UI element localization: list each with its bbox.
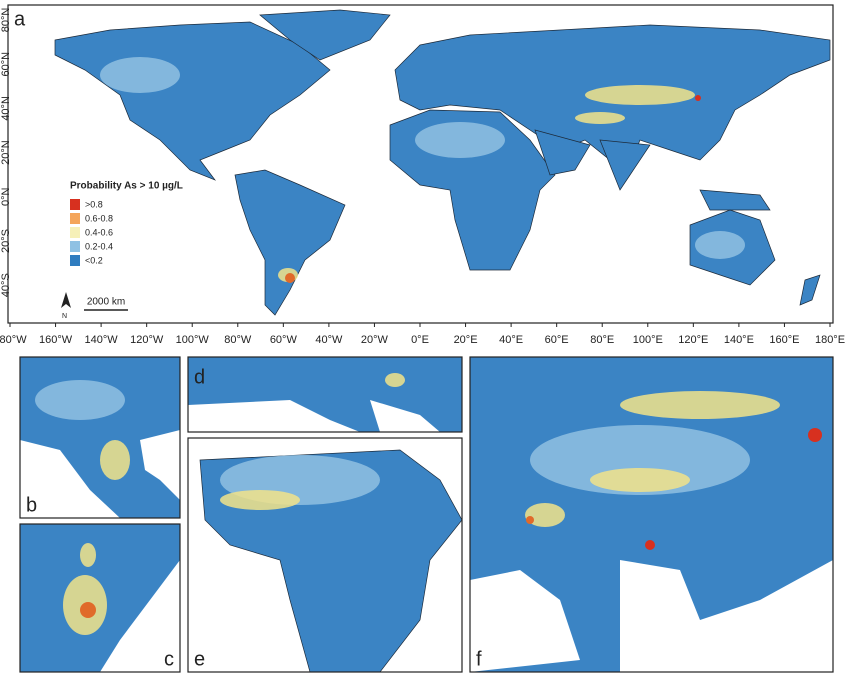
legend-swatch [70,241,80,252]
longitude-label: 140°E [724,334,754,346]
inset-b [19,356,181,519]
longitude-label: 100°E [633,334,663,346]
pale-zone [35,380,125,420]
inset-d [187,356,463,433]
latitude-label: 0°N [0,188,12,207]
longitude-label: 180°W [0,334,27,346]
latitude-label: 20°S [0,229,12,253]
arabia [534,129,591,176]
india [599,139,651,191]
hot-zone [220,490,300,510]
longitude-label: 60°E [545,334,569,346]
hot-zone [525,503,565,527]
ocean [470,570,580,672]
longitude-label: 160°E [769,334,799,346]
longitude-label: 80°E [590,334,614,346]
sea [188,400,360,432]
pale-zone [530,425,750,495]
legend-label: 0.4-0.6 [85,227,113,237]
greenland [259,9,391,61]
longitude-label: 40°E [499,334,523,346]
hot-zone [590,468,690,492]
panel-frame [469,356,834,673]
inset-f [469,356,834,673]
south-america [234,169,346,316]
hot-spot [695,95,701,101]
north-arrow [61,292,71,308]
latitude-label: 60°N [0,52,12,77]
latitude-label: 40°S [0,273,12,297]
pale-zone [415,122,505,158]
islands [699,189,771,211]
hot-spot [808,428,822,442]
hot-zone [80,543,96,567]
panel-label: a [14,8,26,30]
world-map [7,4,834,324]
hot-zone [100,440,130,480]
longitude-label: 0°E [411,334,429,346]
panel-frame [187,356,463,433]
ocean [20,440,120,518]
gulf [140,430,180,500]
longitude-label: 120°W [130,334,164,346]
legend-swatch [70,255,80,266]
longitude-label: 60°W [270,334,298,346]
legend-label: 0.6-0.8 [85,213,113,223]
hot-zone [620,391,780,419]
hot-zone [385,373,405,387]
pale-zone [695,231,745,259]
legend-swatch [70,199,80,210]
panel-label: b [26,494,37,516]
ocean [620,560,833,672]
longitude-label: 160°W [39,334,73,346]
longitude-label: 20°W [361,334,389,346]
legend-label: >0.8 [85,199,103,209]
longitude-label: 140°W [85,334,119,346]
scale-bar-label: 2000 km [87,297,125,308]
legend-swatch [70,213,80,224]
inset-e [187,437,463,673]
sea [370,400,440,432]
panel-label: e [194,648,205,670]
hot-spot [80,602,96,618]
panel-frame [187,437,463,673]
longitude-label: 40°W [315,334,343,346]
hot-spot [285,273,295,283]
legend-title: Probability As > 10 µg/L [70,181,183,192]
hot-zone [585,85,695,105]
new-zealand [799,274,821,306]
panel-label: d [194,366,205,388]
longitude-label: 120°E [678,334,708,346]
legend-swatch [70,227,80,238]
latitude-label: 80°N [0,8,12,33]
longitude-label: 100°W [176,334,210,346]
panel-label: f [476,648,482,670]
panel-frame [19,356,181,519]
hot-zone [575,112,625,124]
longitude-label: 20°E [454,334,478,346]
longitude-label: 180°E [815,334,845,346]
pale-zone [100,57,180,93]
hot-spot [526,516,534,524]
hot-spot [645,540,655,550]
panel-label: c [164,648,174,670]
latitude-label: 40°N [0,96,12,121]
panel-frame [19,523,181,673]
legend-label: <0.2 [85,255,103,265]
north-label: N [62,313,67,320]
legend-label: 0.2-0.4 [85,241,113,251]
inset-c [19,523,181,673]
longitude-label: 80°W [224,334,252,346]
latitude-label: 20°N [0,140,12,165]
